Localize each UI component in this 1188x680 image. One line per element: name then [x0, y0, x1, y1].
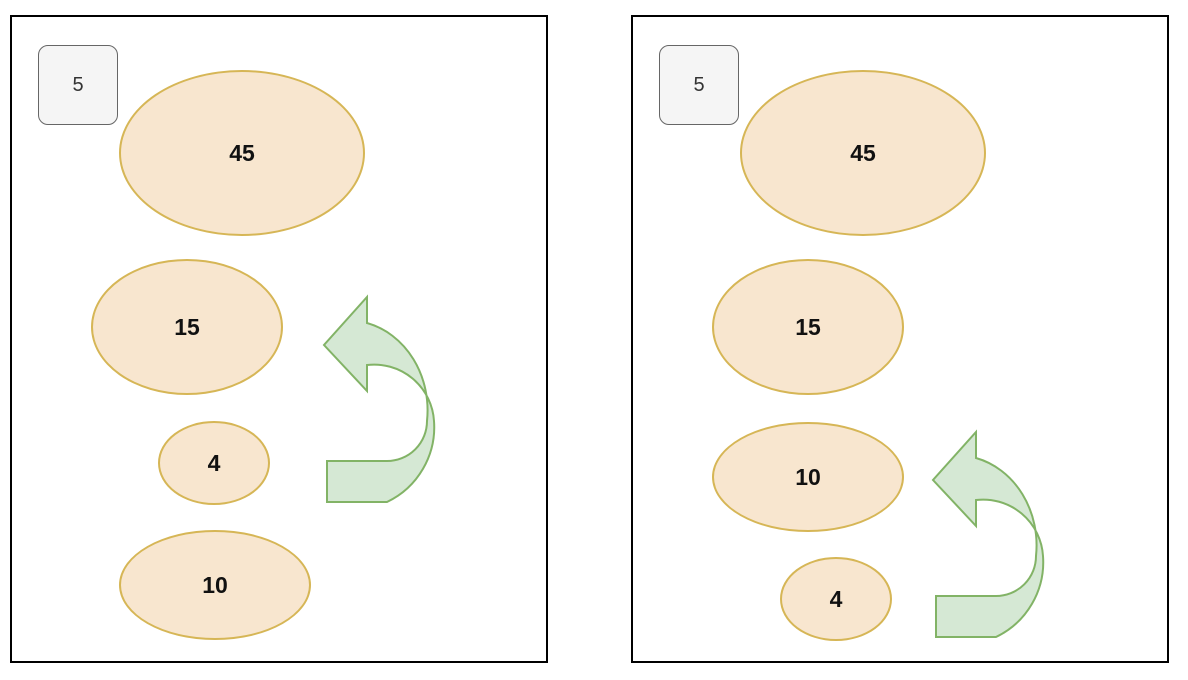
curved-up-left-arrow-icon — [322, 287, 452, 507]
node-4: 4 — [158, 421, 270, 505]
panel-left: 5 45 15 4 10 — [10, 15, 548, 663]
node-15: 15 — [712, 259, 904, 395]
node-10: 10 — [712, 422, 904, 532]
counter-box: 5 — [38, 45, 118, 125]
node-45: 45 — [119, 70, 365, 236]
node-45: 45 — [740, 70, 986, 236]
panel-right: 5 45 15 10 4 — [631, 15, 1169, 663]
counter-box: 5 — [659, 45, 739, 125]
node-15: 15 — [91, 259, 283, 395]
curved-up-left-arrow-icon — [931, 422, 1061, 642]
node-4: 4 — [780, 557, 892, 641]
node-10: 10 — [119, 530, 311, 640]
